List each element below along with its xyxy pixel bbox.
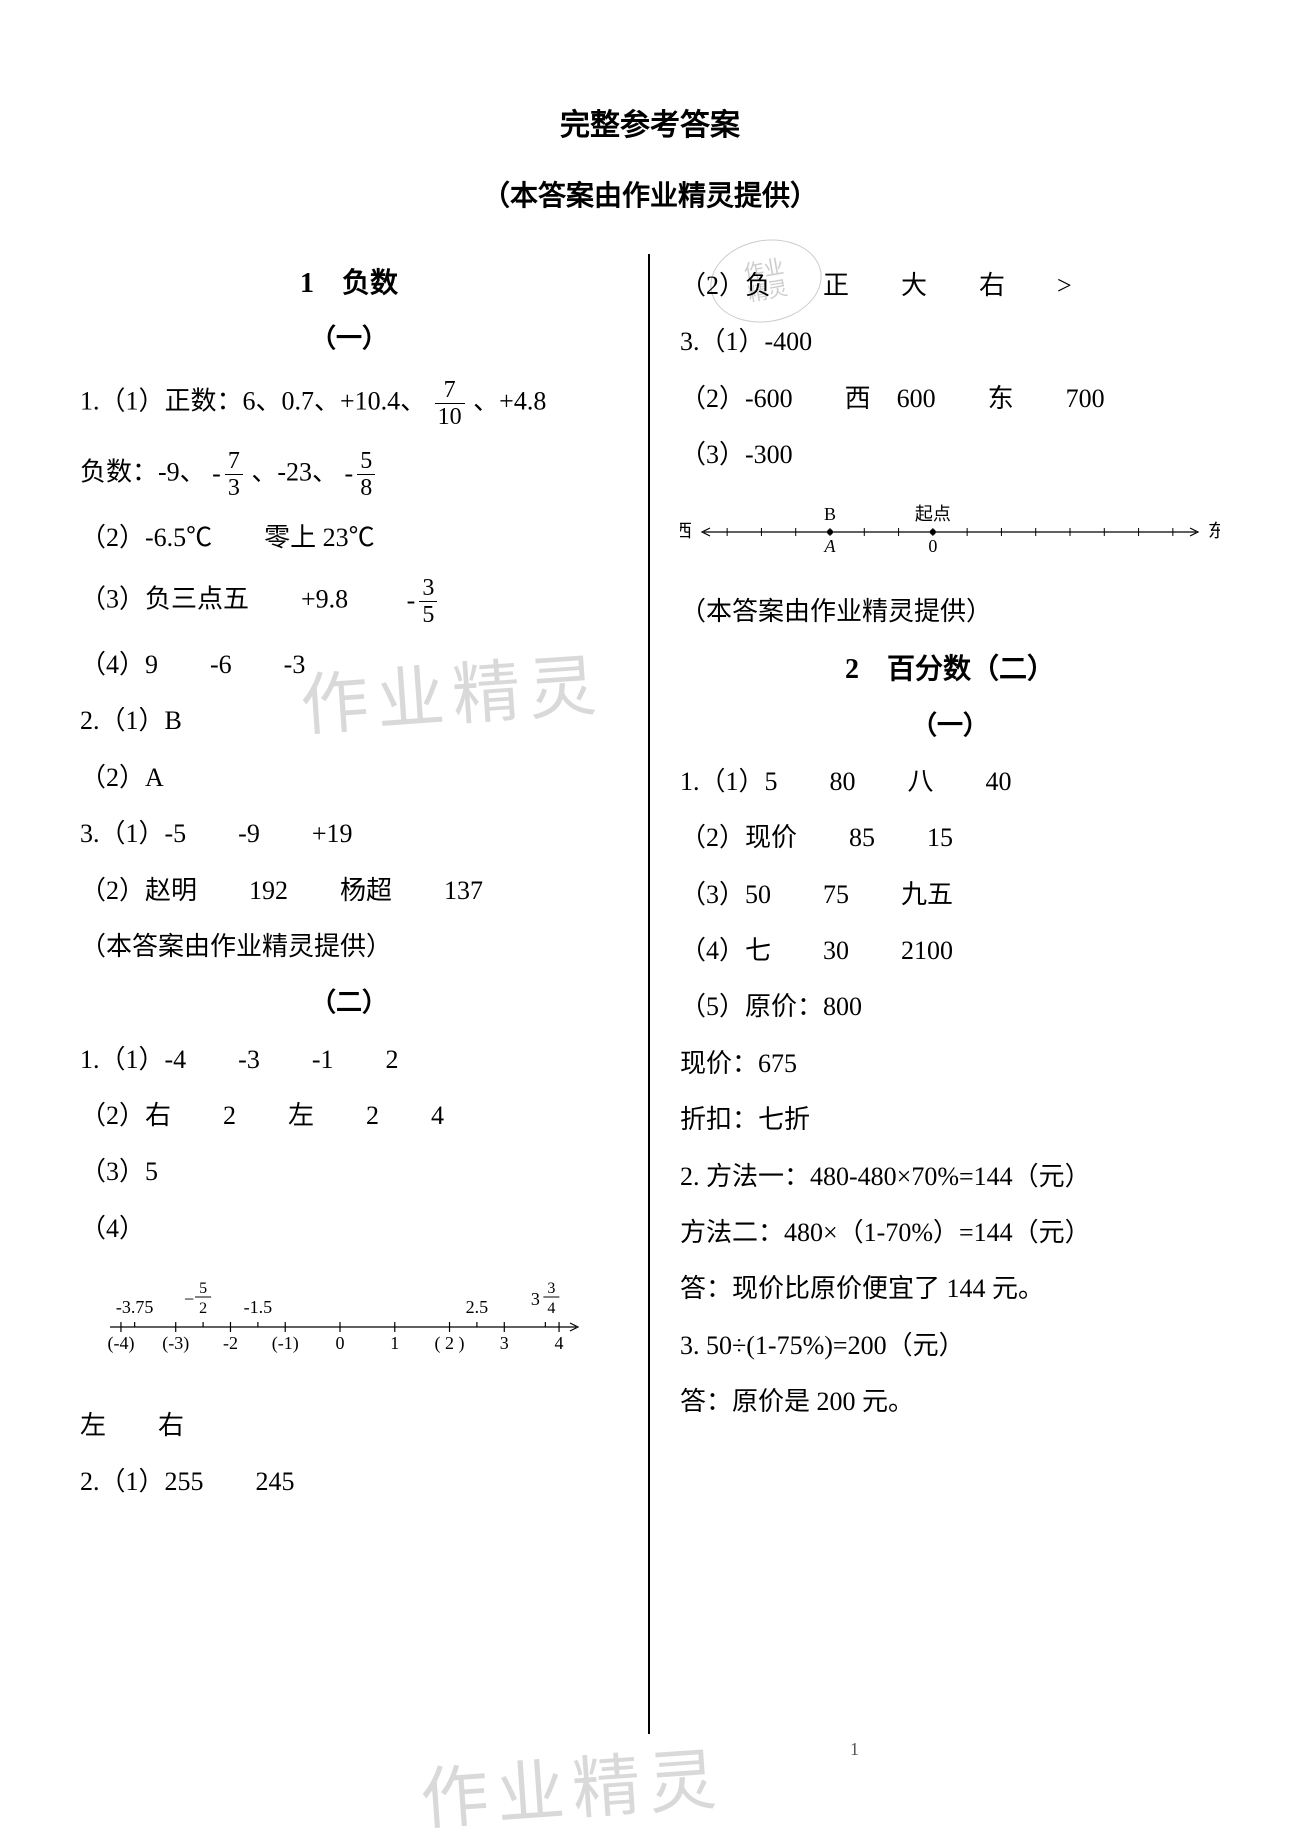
text: （3）负三点五 +9.8 — [80, 584, 400, 613]
s2-ans-1-4-suffix: 左 右 — [80, 1408, 618, 1444]
ans-1-2: （2）-6.5℃ 零上 23℃ — [80, 520, 618, 556]
svg-text:4: 4 — [547, 1300, 555, 1317]
number-line-right: 西 东 起点 0 BA — [680, 494, 1220, 574]
svg-text:2: 2 — [199, 1300, 207, 1317]
section-1-sub2: （二） — [80, 985, 618, 1021]
p-ans-1-5b: 现价：675 — [680, 1046, 1220, 1082]
neg-fraction-3-5: - 3 5 — [407, 576, 440, 627]
p-ans-2-answer: 答：现价比原价便宜了 144 元。 — [680, 1271, 1220, 1307]
svg-text:(-3): (-3) — [162, 1333, 189, 1354]
watermark-bottom: 作业精灵 — [417, 1724, 727, 1843]
s2-ans-1-3: （3）5 — [80, 1154, 618, 1190]
p-ans-1-1: 1.（1）5 80 八 40 — [680, 764, 1220, 800]
svg-text:0: 0 — [336, 1333, 345, 1353]
p-ans-1-3: （3）50 75 九五 — [680, 877, 1220, 913]
section-2-sub: （一） — [680, 708, 1220, 744]
left-column: 1 负数 （一） 1.（1）正数：6、0.7、+10.4、 7 10 、+4.8… — [80, 254, 648, 1734]
svg-text:起点: 起点 — [915, 504, 951, 524]
text: 、-23、 — [251, 457, 338, 486]
text: 负数：-9、 — [80, 457, 206, 486]
s2-ans-2-1: 2.（1）255 245 — [80, 1464, 618, 1500]
section-2-heading: 2 百分数（二） — [680, 650, 1220, 689]
credit-line: （本答案由作业精灵提供） — [80, 929, 618, 965]
svg-text:-1.5: -1.5 — [244, 1297, 273, 1317]
ans-1-1-negative: 负数：-9、 - 7 3 、-23、 - 5 8 — [80, 449, 618, 500]
svg-text:3: 3 — [547, 1280, 555, 1297]
svg-text:1: 1 — [390, 1333, 399, 1353]
section-1-heading: 1 负数 — [80, 264, 618, 303]
svg-text:4: 4 — [555, 1333, 564, 1353]
svg-text:B: B — [824, 504, 836, 524]
ans-2-1: 2.（1）B — [80, 703, 618, 739]
ans-3-1: 3.（1）-5 -9 +19 — [80, 816, 618, 852]
svg-text:5: 5 — [199, 1280, 207, 1297]
svg-text:西: 西 — [680, 521, 692, 541]
svg-text:-3.75: -3.75 — [116, 1297, 153, 1317]
s2-ans-1-1: 1.（1）-4 -3 -1 2 — [80, 1042, 618, 1078]
p-ans-3-answer: 答：原价是 200 元。 — [680, 1384, 1220, 1420]
r-credit: （本答案由作业精灵提供） — [680, 594, 1220, 630]
svg-text:−: − — [184, 1289, 194, 1309]
ans-1-4: （4）9 -6 -3 — [80, 647, 618, 683]
svg-text:0: 0 — [928, 536, 937, 556]
svg-text:2.5: 2.5 — [466, 1297, 489, 1317]
svg-text:东: 东 — [1208, 521, 1220, 541]
page-number: 1 — [850, 1739, 859, 1760]
text: 1.（1）正数：6、0.7、+10.4、 — [80, 386, 426, 415]
number-line-left: (-4)(-3)-2(-1)01( 2 )34-3.75−52-1.52.533… — [80, 1267, 618, 1387]
neg-fraction-7-3: - 7 3 — [212, 449, 245, 500]
svg-text:3: 3 — [500, 1333, 509, 1353]
ans-1-3: （3）负三点五 +9.8 - 3 5 — [80, 576, 618, 627]
r-ans-3-3: （3）-300 — [680, 437, 1220, 473]
ans-3-2: （2）赵明 192 杨超 137 — [80, 873, 618, 909]
p-ans-1-2: （2）现价 85 15 — [680, 820, 1220, 856]
right-column: （2）负 正 大 右 > 3.（1）-400 （2）-600 西 600 东 7… — [650, 254, 1220, 1734]
ans-1-1-positive: 1.（1）正数：6、0.7、+10.4、 7 10 、+4.8 — [80, 378, 618, 429]
p-ans-1-4: （4）七 30 2100 — [680, 933, 1220, 969]
svg-text:(-1): (-1) — [272, 1333, 299, 1354]
svg-text:3: 3 — [531, 1289, 540, 1309]
r-ans-2-2: （2）负 正 大 右 > — [680, 268, 1220, 304]
ans-2-2: （2）A — [80, 760, 618, 796]
p-ans-1-5: （5）原价：800 — [680, 989, 1220, 1025]
section-1-sub1: （一） — [80, 321, 618, 357]
p-ans-1-5c: 折扣：七折 — [680, 1102, 1220, 1138]
fraction-7-10: 7 10 — [435, 378, 465, 429]
r-ans-3-1: 3.（1）-400 — [680, 324, 1220, 360]
neg-fraction-5-8: - 5 8 — [345, 449, 378, 500]
svg-text:A: A — [824, 536, 837, 556]
p-ans-2-m1: 2. 方法一：480-480×70%=144（元） — [680, 1159, 1220, 1195]
svg-text:(-4): (-4) — [107, 1333, 134, 1354]
s2-ans-1-2: （2）右 2 左 2 4 — [80, 1098, 618, 1134]
s2-ans-1-4: （4） — [80, 1211, 618, 1247]
p-ans-2-m2: 方法二：480×（1-70%）=144（元） — [680, 1215, 1220, 1251]
svg-text:-2: -2 — [223, 1333, 238, 1353]
r-ans-3-2: （2）-600 西 600 东 700 — [680, 381, 1220, 417]
p-ans-3: 3. 50÷(1-75%)=200（元） — [680, 1328, 1220, 1364]
text: 、+4.8 — [473, 386, 546, 415]
svg-text:( 2 ): ( 2 ) — [435, 1333, 465, 1354]
page-title: 完整参考答案 — [80, 100, 1220, 144]
page-subtitle: （本答案由作业精灵提供） — [80, 174, 1220, 214]
